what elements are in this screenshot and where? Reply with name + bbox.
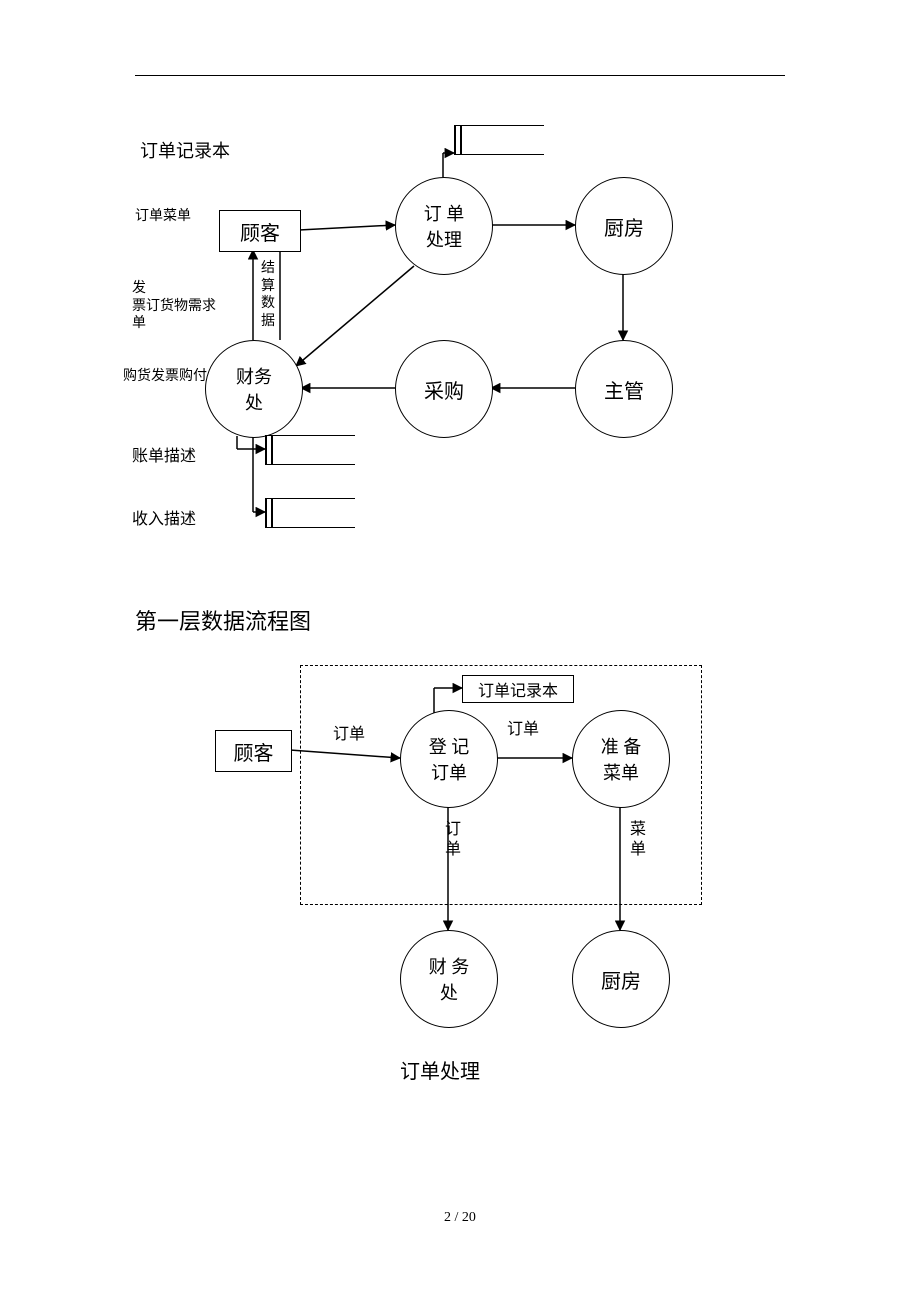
finance: 财务处 <box>205 340 303 438</box>
purchase: 采购 <box>395 340 493 438</box>
label: 账单描述 <box>132 447 196 467</box>
manager: 主管 <box>575 340 673 438</box>
kitchen: 厨房 <box>575 177 673 275</box>
label: 菜 单 <box>630 820 646 860</box>
kitchen2: 厨房 <box>572 930 670 1028</box>
label: 购货发票购付 <box>123 368 207 386</box>
d1-title: 订单记录本 <box>140 140 230 163</box>
label: 订单 <box>333 725 365 745</box>
order-proc: 订 单处理 <box>395 177 493 275</box>
label: 发 票订货物需求 单 <box>132 280 216 333</box>
datastore <box>454 125 544 155</box>
section-heading: 第一层数据流程图 <box>135 608 311 636</box>
finance2: 财 务处 <box>400 930 498 1028</box>
register: 登 记订单 <box>400 710 498 808</box>
label: 订单菜单 <box>135 208 191 226</box>
label: 结 算 数 据 <box>261 260 275 330</box>
page-footer: 2 / 20 <box>0 1210 920 1226</box>
d2-caption: 订单处理 <box>400 1060 480 1085</box>
customer: 顾客 <box>219 210 301 252</box>
header-rule <box>135 75 785 76</box>
prepare: 准 备菜单 <box>572 710 670 808</box>
label: 订单 <box>507 720 539 740</box>
customer2: 顾客 <box>215 730 292 772</box>
page: 订单记录本 第一层数据流程图 订单处理 2 / 20 订单菜单结 算 数 据 发 … <box>0 0 920 1302</box>
label: 收入描述 <box>132 510 196 530</box>
datastore <box>265 435 355 465</box>
label: 订 单 <box>445 820 461 860</box>
datastore <box>265 498 355 528</box>
orderlog: 订单记录本 <box>462 675 574 703</box>
